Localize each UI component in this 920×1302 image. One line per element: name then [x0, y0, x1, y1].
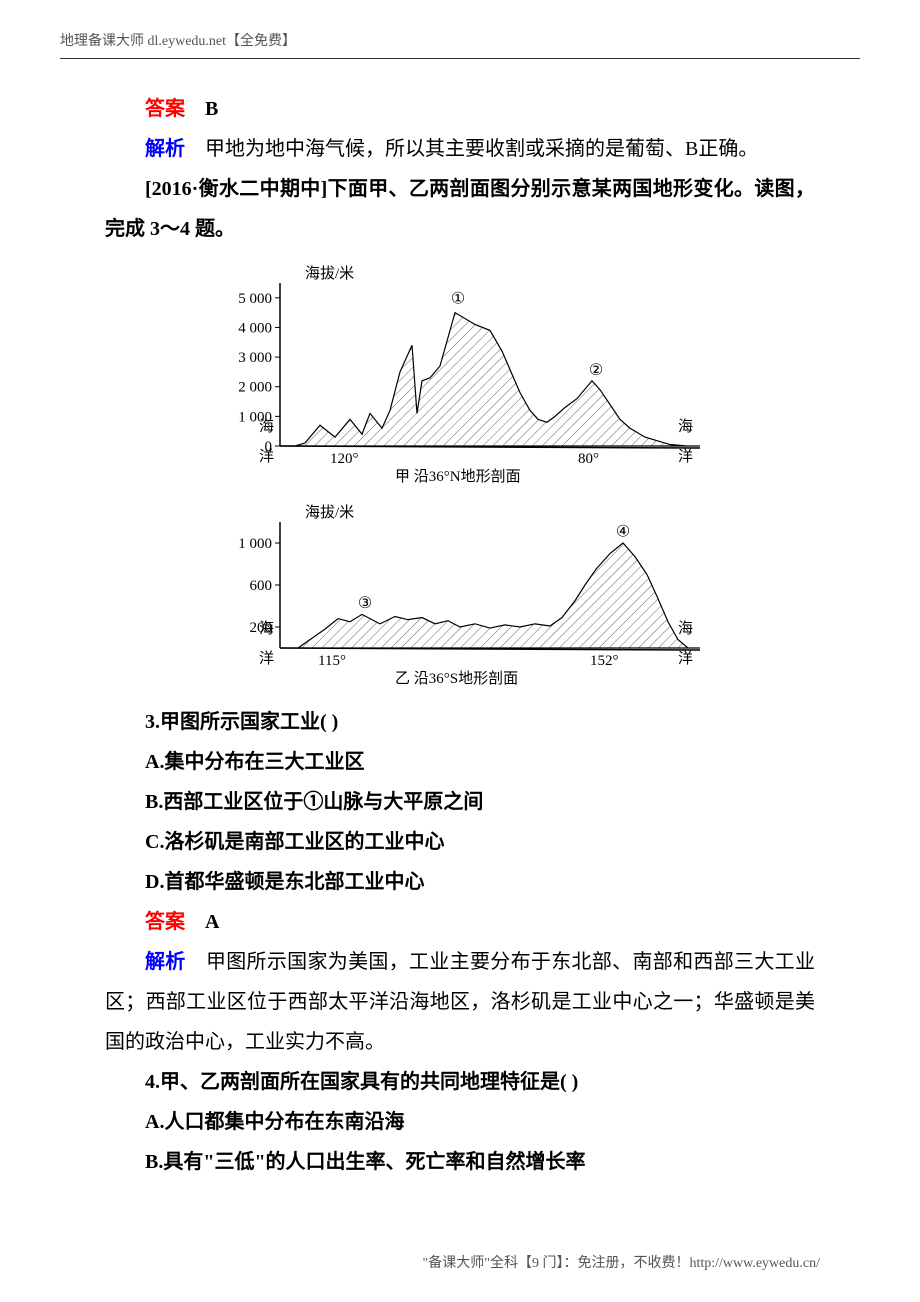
svg-text:5 000: 5 000: [238, 291, 272, 307]
svg-text:2 000: 2 000: [238, 380, 272, 396]
question3: 3.甲图所示国家工业( ): [105, 702, 815, 742]
chart1-svg: 海拔/米 01 0002 0003 0004 0005 000 120° 80°…: [210, 263, 710, 488]
question4: 4.甲、乙两剖面所在国家具有的共同地理特征是( ): [105, 1062, 815, 1102]
section1-answer: 答案 B: [105, 89, 815, 129]
q3-explain: 解析 甲图所示国家为美国，工业主要分布于东北部、南部和西部三大工业区；西部工业区…: [105, 942, 815, 1062]
chart2-svg: 海拔/米 2006001 000 115° 152° 乙 沿36°S地形剖面 海…: [210, 502, 710, 690]
chart1-right2: 洋: [678, 448, 693, 465]
svg-text:④: ④: [616, 524, 630, 541]
q3-answer: 答案 A: [105, 902, 815, 942]
chart1-right1: 海: [678, 418, 693, 435]
main-content: 答案 B 解析 甲地为地中海气候，所以其主要收割或采摘的是葡萄、B正确。 [201…: [0, 89, 920, 1182]
svg-text:600: 600: [250, 578, 273, 594]
chart1-title: 甲 沿36°N地形剖面: [395, 468, 521, 485]
q4-option-b: B.具有"三低"的人口出生率、死亡率和自然增长率: [105, 1142, 815, 1182]
q3-answer-value: A: [205, 911, 219, 933]
chart1-xtick2: 80°: [578, 451, 599, 467]
svg-text:1 000: 1 000: [238, 536, 272, 552]
svg-text:②: ②: [589, 362, 603, 379]
chart1-left2: 洋: [259, 448, 274, 465]
q4-option-a: A.人口都集中分布在东南沿海: [105, 1102, 815, 1142]
svg-text:③: ③: [358, 595, 372, 612]
chart2-xtick1: 115°: [318, 653, 346, 669]
q3-option-b: B.西部工业区位于①山脉与大平原之间: [105, 782, 815, 822]
chart2-container: 海拔/米 2006001 000 115° 152° 乙 沿36°S地形剖面 海…: [105, 502, 815, 690]
intro-source: [2016·衡水二中期中]: [145, 178, 327, 200]
chart1-container: 海拔/米 01 0002 0003 0004 0005 000 120° 80°…: [105, 263, 815, 488]
q3-option-a: A.集中分布在三大工业区: [105, 742, 815, 782]
chart2-title: 乙 沿36°S地形剖面: [395, 670, 518, 687]
header-text: 地理备课大师 dl.eywedu.net【全免费】: [60, 34, 296, 49]
chart2-right1: 海: [678, 620, 693, 637]
chart2-xtick2: 152°: [590, 653, 619, 669]
chart1-xtick1: 120°: [330, 451, 359, 467]
section1-explain: 解析 甲地为地中海气候，所以其主要收割或采摘的是葡萄、B正确。: [105, 129, 815, 169]
chart1-ylabel: 海拔/米: [305, 265, 354, 282]
q3-text: 甲图所示国家工业( ): [160, 711, 338, 733]
q3-explain-label: 解析: [145, 951, 186, 973]
svg-text:①: ①: [451, 291, 465, 308]
q3-answer-label: 答案: [145, 911, 185, 933]
explain-text: 甲地为地中海气候，所以其主要收割或采摘的是葡萄、B正确。: [205, 138, 758, 160]
question-intro: [2016·衡水二中期中]下面甲、乙两剖面图分别示意某两国地形变化。读图，完成 …: [105, 169, 815, 249]
answer-label: 答案: [145, 98, 185, 120]
svg-text:3 000: 3 000: [238, 350, 272, 366]
q4-number: 4.: [145, 1071, 160, 1093]
chart1-left1: 海: [259, 418, 274, 435]
chart2-right2: 洋: [678, 650, 693, 667]
footer-text: "备课大师"全科【9 门】：免注册，不收费！http://www.eywedu.…: [423, 1256, 820, 1271]
chart2-ylabel: 海拔/米: [305, 504, 354, 521]
q3-option-c: C.洛杉矶是南部工业区的工业中心: [105, 822, 815, 862]
svg-text:4 000: 4 000: [238, 320, 272, 336]
q3-number: 3.: [145, 711, 160, 733]
answer-value: B: [205, 98, 218, 120]
q4-text: 甲、乙两剖面所在国家具有的共同地理特征是( ): [160, 1071, 578, 1093]
explain-label: 解析: [145, 138, 185, 160]
chart2-left1: 海: [259, 620, 274, 637]
chart1-profile: [280, 313, 700, 446]
chart2-left2: 洋: [259, 650, 274, 667]
chart2-profile: [280, 543, 700, 648]
page-footer: "备课大师"全科【9 门】：免注册，不收费！http://www.eywedu.…: [423, 1252, 820, 1272]
q3-option-d: D.首都华盛顿是东北部工业中心: [105, 862, 815, 902]
page-header: 地理备课大师 dl.eywedu.net【全免费】: [60, 30, 860, 59]
q3-explain-text: 甲图所示国家为美国，工业主要分布于东北部、南部和西部三大工业区；西部工业区位于西…: [105, 951, 815, 1053]
